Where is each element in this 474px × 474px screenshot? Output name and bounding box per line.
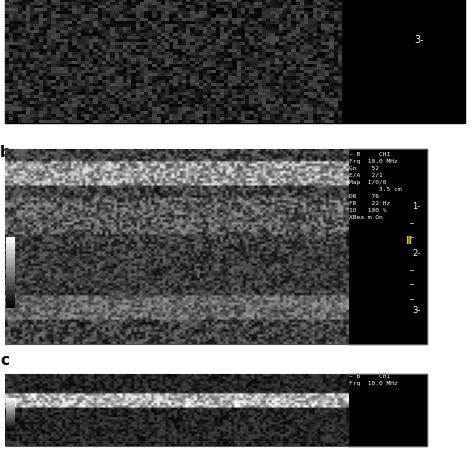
Text: ~ B     CHI
Frq  10.0 MHz
Gn    52
E/A   2/1
Map  I/0/0
        3.5 cm
DR    76
: ~ B CHI Frq 10.0 MHz Gn 52 E/A 2/1 Map I… (349, 152, 402, 219)
Bar (348, 149, 427, 344)
Text: ~ B     CHI
Frq  10.0 MHz: ~ B CHI Frq 10.0 MHz (349, 374, 398, 386)
Text: Left Thyroid gland
elevated due to
dilated esophagus: Left Thyroid gland elevated due to dilat… (206, 190, 284, 219)
Text: b: b (0, 145, 11, 160)
Bar (5, 0, 465, 123)
Bar (152, 24, 185, 76)
Bar (5, 149, 427, 344)
Text: 3-: 3- (412, 306, 421, 315)
Text: Dilatation of esophagus
that is normally hard to
see: Dilatation of esophagus that is normally… (206, 284, 306, 314)
Bar (348, 374, 427, 446)
Text: c: c (0, 353, 9, 368)
Bar (5, 0, 152, 100)
Bar (5, 374, 427, 446)
Text: 2-: 2- (412, 249, 420, 258)
Text: Reverbration in
empty trachea: Reverbration in empty trachea (12, 7, 82, 27)
Text: 1-: 1- (412, 201, 420, 210)
Text: II: II (405, 236, 412, 246)
Text: 3-: 3- (415, 35, 424, 46)
